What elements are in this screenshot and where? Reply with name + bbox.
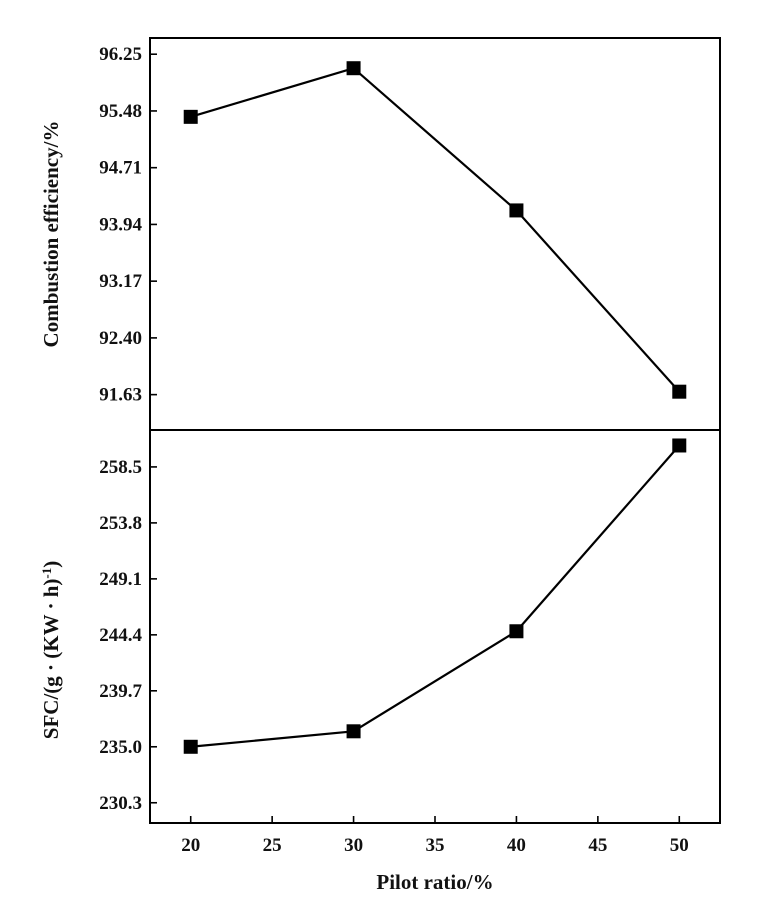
x-axis: 20 25 30 35 40 45 50 <box>181 816 689 856</box>
bottom-y-axis-label-superscript: -1 <box>39 568 54 579</box>
x-tick-label: 20 <box>181 835 200 856</box>
bottom-y-axis-label-main: SFC/(g · (KW · h) <box>39 579 63 740</box>
top-y-tick-label: 92.40 <box>99 328 142 349</box>
x-tick-label: 40 <box>507 835 526 856</box>
top-data-point <box>672 384 687 399</box>
x-tick-label: 25 <box>263 835 282 856</box>
top-y-tick-label: 93.94 <box>99 214 142 235</box>
top-y-tick-label: 91.63 <box>99 385 142 406</box>
x-tick-label: 45 <box>588 835 607 856</box>
x-tick-label: 50 <box>670 835 689 856</box>
top-y-tick-label: 96.25 <box>99 44 142 65</box>
bottom-y-tick-label: 253.8 <box>99 513 142 534</box>
top-series <box>183 61 687 399</box>
bottom-data-point <box>672 438 687 453</box>
x-axis-label: Pilot ratio/% <box>376 870 493 894</box>
bottom-y-tick-label: 244.4 <box>99 625 142 646</box>
bottom-y-tick-label: 258.5 <box>99 457 142 478</box>
x-tick-label: 30 <box>344 835 363 856</box>
bottom-data-point <box>346 724 361 739</box>
top-series-line <box>190 66 681 393</box>
top-y-tick-label: 94.71 <box>99 158 142 179</box>
top-y-tick-label: 93.17 <box>99 271 142 292</box>
top-data-point <box>346 61 361 76</box>
top-y-axis: 96.25 95.48 94.71 93.94 93.17 92.40 91.63 <box>99 44 157 406</box>
bottom-y-tick-label: 230.3 <box>99 793 142 814</box>
bottom-series-line <box>190 444 681 748</box>
top-data-point <box>509 203 524 218</box>
top-plot-frame <box>149 37 721 431</box>
bottom-y-tick-label: 235.0 <box>99 737 142 758</box>
bottom-data-point <box>183 739 198 754</box>
bottom-y-axis-label: SFC/(g · (KW · h)-1) <box>39 561 64 739</box>
bottom-data-point <box>509 624 524 639</box>
top-y-tick-label: 95.48 <box>99 101 142 122</box>
bottom-y-tick-label: 249.1 <box>99 569 142 590</box>
bottom-y-axis-label-close: ) <box>39 561 63 568</box>
bottom-y-tick-label: 239.7 <box>99 681 142 702</box>
x-tick-label: 35 <box>426 835 445 856</box>
bottom-plot-frame <box>149 429 721 824</box>
bottom-y-axis: 258.5 253.8 249.1 244.4 239.7 235.0 230.3 <box>99 457 157 814</box>
top-data-point <box>183 109 198 124</box>
top-y-axis-label: Combustion efficiency/% <box>39 121 63 348</box>
bottom-series <box>183 438 687 754</box>
